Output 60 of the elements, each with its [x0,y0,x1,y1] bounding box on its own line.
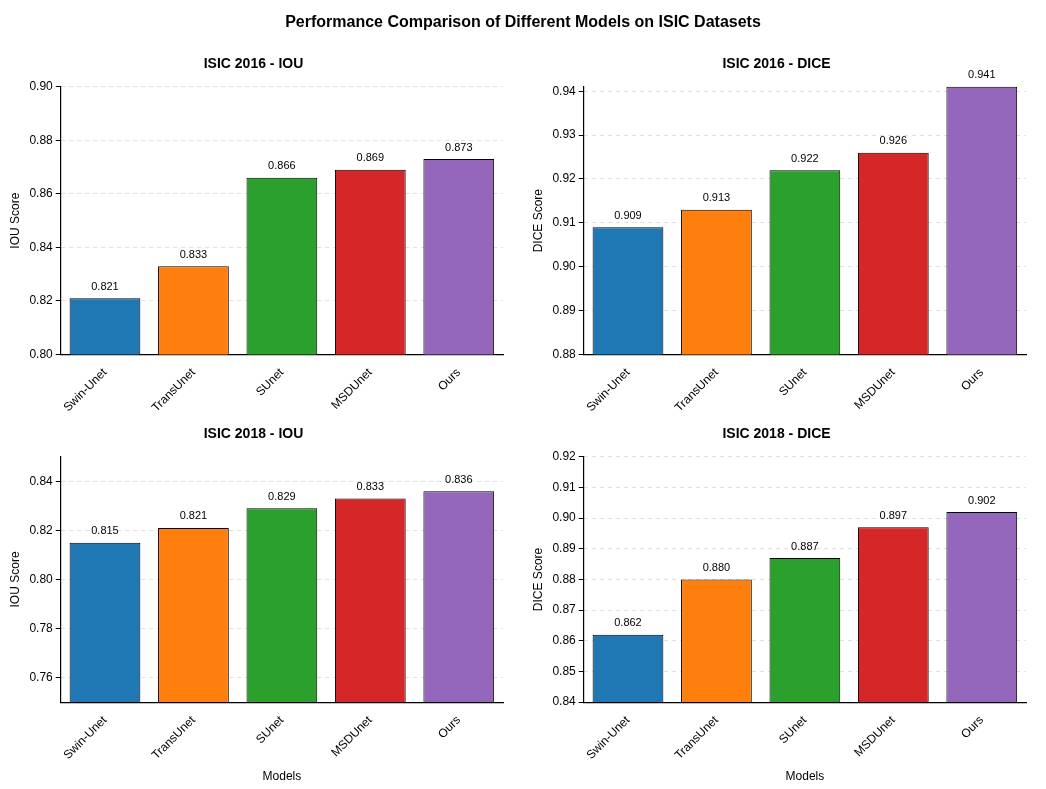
data-label: 0.836 [445,472,473,485]
y-tick-label: 0.87 [552,602,577,617]
y-axis-title: DICE Score [530,188,545,253]
y-tick-label: 0.90 [29,79,54,94]
data-label: 0.880 [702,560,731,573]
y-tick-label: 0.78 [29,620,54,635]
chart-title: ISIC 2016 - IOU [203,55,304,72]
y-tick-label: 0.84 [29,473,54,488]
data-label: 0.941 [968,68,996,81]
data-label: 0.866 [268,159,296,172]
data-label: 0.926 [879,134,908,147]
y-tick-label: 0.92 [552,449,577,464]
data-label: 0.821 [179,509,208,522]
data-label: 0.897 [879,508,908,521]
y-tick-label: 0.91 [552,215,577,230]
data-label: 0.821 [91,279,119,292]
y-tick-label: 0.88 [29,132,54,147]
data-label: 0.902 [968,493,996,506]
y-tick-label: 0.86 [29,186,54,201]
y-tick-label: 0.88 [552,571,577,586]
y-tick-label: 0.82 [29,293,54,308]
data-label: 0.815 [91,524,119,537]
data-label: 0.829 [268,489,296,502]
y-tick-label: 0.80 [29,571,54,586]
x-tick-label: Ours [434,712,464,742]
chart-title: ISIC 2016 - DICE [722,55,831,72]
y-axis-title: IOU Score [7,551,22,608]
y-tick-label: 0.82 [29,522,54,537]
data-label: 0.862 [614,616,642,629]
x-tick-label: Ours [957,712,987,742]
text: Performance Comparison of Different Models on ISIC Datasets [285,13,761,31]
y-tick-label: 0.90 [552,259,577,274]
x-axis-title: Models [262,769,302,784]
data-label: 0.922 [791,151,819,164]
y-tick-label: 0.92 [552,171,577,186]
y-tick-label: 0.93 [552,127,577,142]
y-tick-label: 0.91 [552,479,577,494]
data-label: 0.909 [614,208,642,221]
data-label: 0.833 [179,247,208,260]
y-tick-label: 0.76 [29,669,54,684]
data-label: 0.913 [702,191,731,204]
chart-title: ISIC 2018 - DICE [722,425,831,442]
y-axis-title: DICE Score [530,547,545,612]
data-label: 0.869 [356,151,385,164]
data-label: 0.833 [356,480,385,493]
x-axis-title: Models [785,769,825,784]
y-tick-label: 0.85 [552,663,577,678]
y-tick-label: 0.86 [552,633,577,648]
y-tick-label: 0.89 [552,302,577,317]
y-tick-label: 0.94 [552,83,577,98]
y-tick-label: 0.89 [552,541,577,556]
y-tick-label: 0.84 [29,239,54,254]
y-tick-label: 0.90 [552,510,577,525]
y-tick-label: 0.84 [552,694,577,709]
chart-title: ISIC 2018 - IOU [203,425,304,442]
y-axis-title: IOU Score [7,192,22,249]
y-tick-label: 0.80 [29,346,54,361]
data-label: 0.887 [791,539,819,552]
y-tick-label: 0.88 [552,346,577,361]
data-label: 0.873 [445,140,473,153]
